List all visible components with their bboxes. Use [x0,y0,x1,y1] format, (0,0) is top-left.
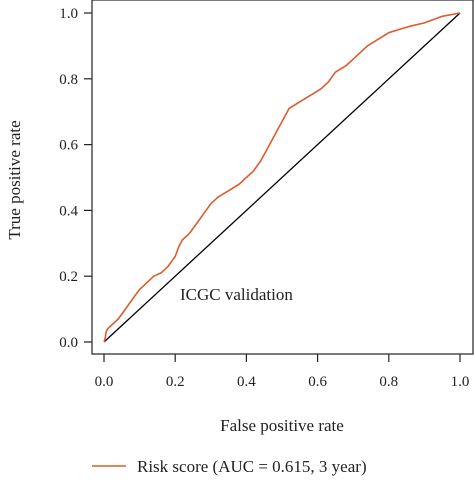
y-axis-title: True positive rate [5,120,24,239]
reference-diagonal-line [103,12,461,343]
legend-label: Risk score (AUC = 0.615, 3 year) [137,457,367,476]
y-tick-label: 0.6 [59,138,78,154]
y-tick-label: 1.0 [59,6,78,22]
reference-diagonal-layer [103,12,461,343]
x-axis-title: False positive rate [220,416,344,435]
x-tick-label: 0.0 [95,374,114,390]
y-axis: 0.0 0.2 0.4 0.6 0.8 1.0 [59,6,92,351]
y-tick-label: 0.0 [59,335,78,351]
plot-frame [91,0,474,355]
series-layer [103,12,461,343]
x-tick-label: 0.4 [237,374,256,390]
roc-curve-risk-score [103,12,461,343]
x-tick-label: 0.2 [166,374,185,390]
annotation-label: ICGC validation [180,285,293,304]
y-tick-label: 0.4 [59,203,78,219]
legend: Risk score (AUC = 0.615, 3 year) [92,457,367,476]
y-tick-label: 0.8 [59,72,78,88]
x-tick-label: 0.6 [308,374,327,390]
x-axis: 0.0 0.2 0.4 0.6 0.8 1.0 [95,354,470,390]
x-tick-label: 1.0 [451,374,470,390]
x-tick-label: 0.8 [379,374,398,390]
y-tick-label: 0.2 [59,269,78,285]
